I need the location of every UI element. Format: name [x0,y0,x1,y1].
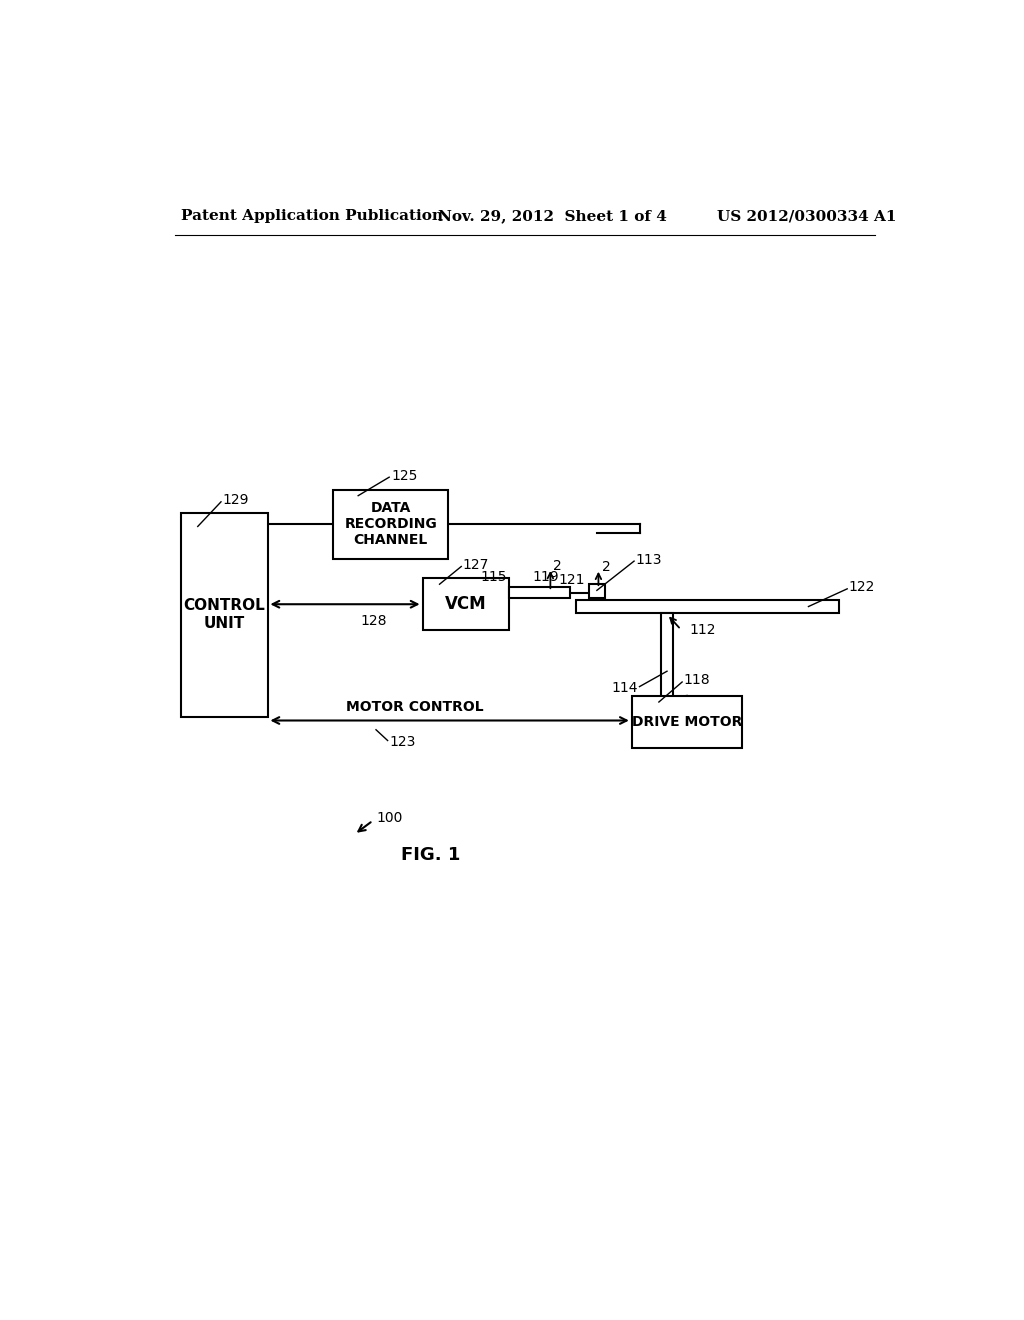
Bar [589,585,604,598]
Text: 2: 2 [601,560,610,574]
Text: 127: 127 [463,558,489,572]
Bar [423,578,509,631]
Text: 118: 118 [684,673,711,688]
Text: 128: 128 [360,614,387,628]
Text: 129: 129 [222,494,249,507]
Text: CONTROL
UNIT: CONTROL UNIT [183,598,265,631]
Bar [180,512,267,717]
Bar [334,490,449,558]
Bar [575,601,840,612]
Text: Nov. 29, 2012  Sheet 1 of 4: Nov. 29, 2012 Sheet 1 of 4 [438,209,667,223]
Text: 122: 122 [849,581,876,594]
Text: MOTOR CONTROL: MOTOR CONTROL [346,700,483,714]
Text: VCM: VCM [445,595,486,614]
Bar [632,696,741,748]
Text: 125: 125 [391,469,418,483]
Text: 100: 100 [376,812,402,825]
Bar [662,612,673,700]
Text: US 2012/0300334 A1: US 2012/0300334 A1 [717,209,896,223]
Text: 123: 123 [389,735,416,748]
Text: 119: 119 [532,569,559,583]
Text: 113: 113 [636,553,663,566]
Bar [509,587,569,598]
Text: DATA
RECORDING
CHANNEL: DATA RECORDING CHANNEL [344,502,437,548]
Text: Patent Application Publication: Patent Application Publication [180,209,442,223]
Text: 112: 112 [690,623,717,636]
Text: FIG. 1: FIG. 1 [400,846,460,865]
Text: 115: 115 [480,569,507,583]
Text: 2: 2 [554,558,562,573]
Text: DRIVE MOTOR: DRIVE MOTOR [632,715,742,729]
Text: 121: 121 [559,573,586,587]
Text: 114: 114 [611,681,638,696]
